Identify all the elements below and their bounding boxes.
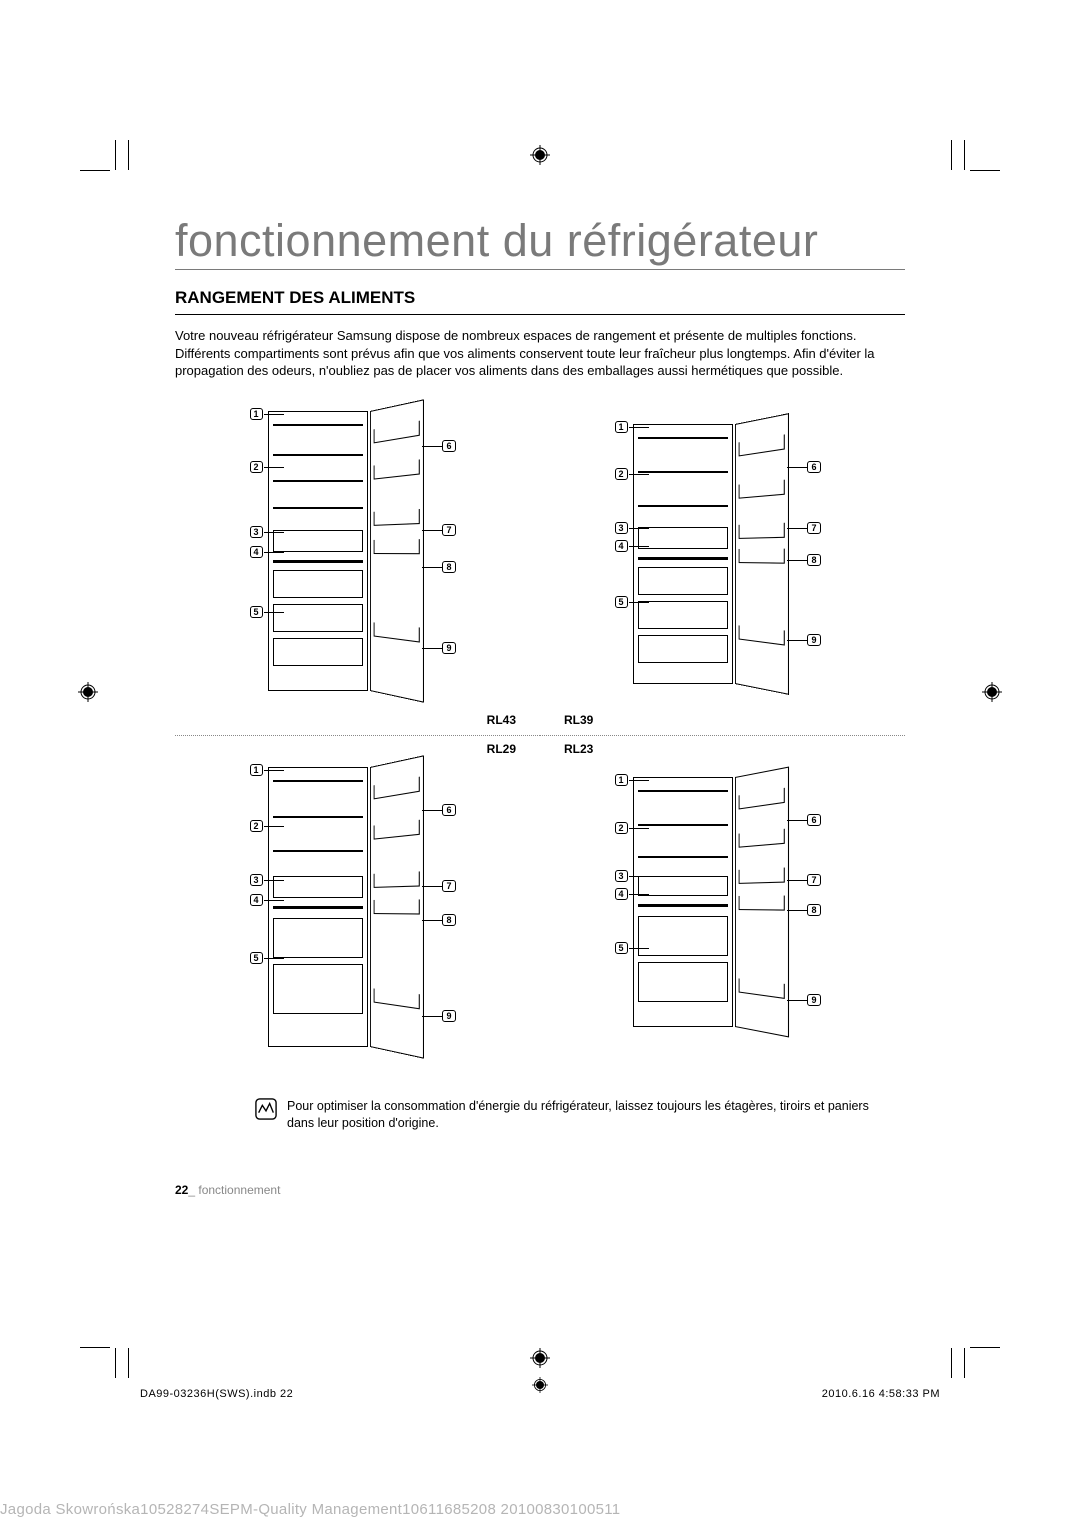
page-footer-text: fonctionnement (198, 1183, 280, 1197)
callout-4: 4 (615, 888, 628, 901)
callout-6: 6 (807, 461, 820, 474)
registration-mark-icon (530, 1348, 550, 1373)
diagram-rl39: 1 2 3 4 5 6 7 8 9 RL39 (540, 396, 905, 736)
callout-3: 3 (615, 870, 628, 883)
crop-mark (128, 1348, 129, 1378)
fridge-illustration: 1 2 3 4 5 6 7 8 9 (268, 406, 448, 696)
page-number: 22 (175, 1183, 188, 1197)
registration-mark-icon (982, 682, 1002, 707)
crop-mark (115, 140, 116, 170)
callout-9: 9 (807, 994, 820, 1007)
callout-6: 6 (442, 804, 455, 817)
callout-5: 5 (615, 942, 628, 955)
crop-mark (80, 1347, 110, 1348)
callout-8: 8 (807, 904, 820, 917)
page-footer: 22_ fonctionnement (175, 1183, 280, 1197)
callout-1: 1 (615, 774, 628, 787)
model-label-rl29: RL29 (487, 742, 516, 756)
note-block: Pour optimiser la consommation d'énergie… (175, 1098, 905, 1132)
callout-5: 5 (250, 606, 263, 619)
model-label-rl43: RL43 (487, 713, 516, 727)
callout-1: 1 (615, 421, 628, 434)
callout-7: 7 (442, 524, 455, 537)
callout-8: 8 (442, 561, 455, 574)
watermark-text: Jagoda Skowrońska10528274SEPM-Quality Ma… (0, 1501, 620, 1518)
callout-6: 6 (442, 440, 455, 453)
crop-mark (970, 170, 1000, 171)
callout-5: 5 (250, 952, 263, 965)
callout-7: 7 (807, 874, 820, 887)
crop-mark (80, 170, 110, 171)
callout-9: 9 (442, 1010, 455, 1023)
crop-mark (970, 1347, 1000, 1348)
callout-7: 7 (807, 522, 820, 535)
callout-2: 2 (250, 461, 263, 474)
crop-mark (964, 140, 965, 170)
callout-2: 2 (250, 820, 263, 833)
callout-1: 1 (250, 764, 263, 777)
fridge-illustration: 1 2 3 4 5 6 7 8 9 (268, 762, 448, 1052)
callout-3: 3 (250, 526, 263, 539)
callout-3: 3 (250, 874, 263, 887)
note-text: Pour optimiser la consommation d'énergie… (287, 1098, 885, 1132)
intro-paragraph: Votre nouveau réfrigérateur Samsung disp… (175, 327, 905, 380)
crop-mark (951, 140, 952, 170)
callout-9: 9 (442, 642, 455, 655)
callout-6: 6 (807, 814, 820, 827)
callout-3: 3 (615, 522, 628, 535)
fridge-illustration: 1 2 3 4 5 6 7 8 9 (633, 772, 813, 1062)
callout-2: 2 (615, 822, 628, 835)
page-title: fonctionnement du réfrigérateur (175, 215, 905, 270)
callout-2: 2 (615, 468, 628, 481)
page-content: fonctionnement du réfrigérateur RANGEMEN… (175, 215, 905, 1131)
section-heading: RANGEMENT DES ALIMENTS (175, 288, 905, 315)
callout-4: 4 (250, 546, 263, 559)
crop-mark (115, 1348, 116, 1378)
callout-7: 7 (442, 880, 455, 893)
diagram-rl43: 1 2 3 4 5 6 7 8 9 RL43 (175, 396, 540, 736)
model-label-rl39: RL39 (564, 713, 593, 727)
diagram-grid: 1 2 3 4 5 6 7 8 9 RL43 (175, 396, 905, 1076)
doc-footer-right: 2010.6.16 4:58:33 PM (822, 1388, 940, 1400)
callout-4: 4 (250, 894, 263, 907)
model-label-rl23: RL23 (564, 742, 593, 756)
diagram-rl23: RL23 1 (540, 736, 905, 1076)
crop-mark (128, 140, 129, 170)
registration-mark-icon (530, 145, 550, 170)
fridge-illustration: 1 2 3 4 5 6 7 8 9 (633, 406, 813, 696)
diagram-rl29: RL29 1 (175, 736, 540, 1076)
callout-1: 1 (250, 408, 263, 421)
callout-8: 8 (442, 914, 455, 927)
note-icon (255, 1098, 277, 1132)
registration-mark-icon (532, 1377, 548, 1398)
doc-footer-left: DA99-03236H(SWS).indb 22 (140, 1388, 293, 1400)
callout-9: 9 (807, 634, 820, 647)
callout-4: 4 (615, 540, 628, 553)
registration-mark-icon (78, 682, 98, 707)
crop-mark (951, 1348, 952, 1378)
callout-5: 5 (615, 596, 628, 609)
callout-8: 8 (807, 554, 820, 567)
crop-mark (964, 1348, 965, 1378)
